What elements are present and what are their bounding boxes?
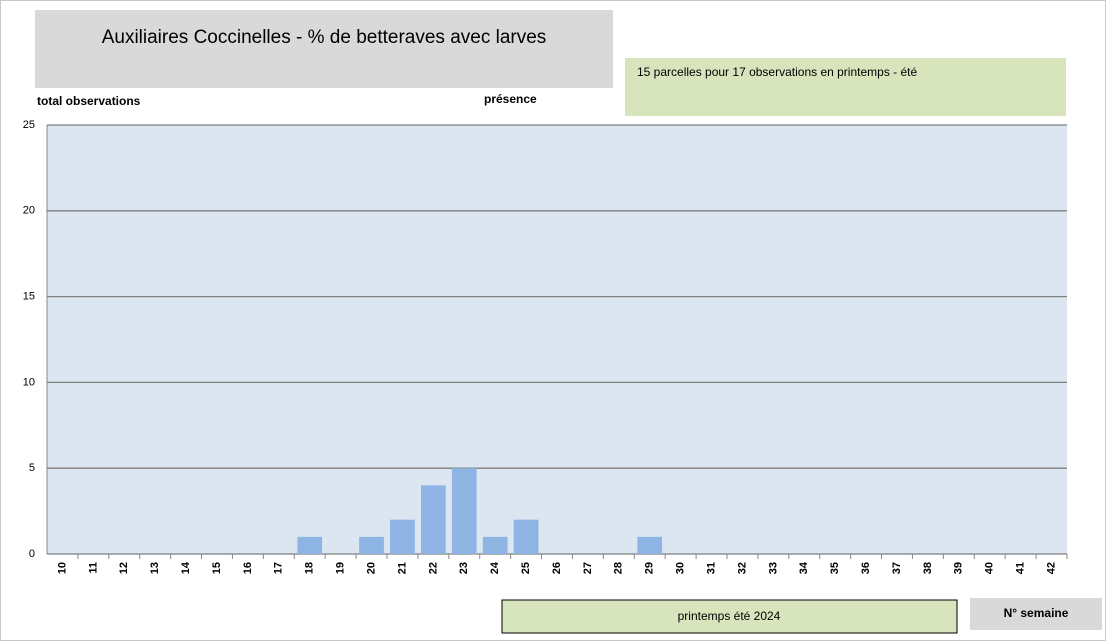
series-label: présence (484, 92, 537, 106)
x-tick-label: 42 (1045, 562, 1057, 574)
y-axis-label: total observations (37, 94, 141, 108)
x-tick-label: 10 (56, 562, 68, 574)
x-tick-label: 15 (211, 562, 223, 574)
x-tick-label: 22 (427, 562, 439, 574)
period-label: printemps été 2024 (678, 609, 781, 623)
y-tick-label: 10 (23, 376, 35, 388)
bar (359, 536, 384, 554)
x-tick-label: 33 (767, 562, 779, 574)
plot-area (47, 125, 1067, 554)
x-tick-label: 16 (242, 562, 254, 574)
x-tick-label: 37 (891, 562, 903, 574)
x-tick-label: 13 (149, 562, 161, 574)
x-tick-label: 20 (365, 562, 377, 574)
x-tick-label: 26 (551, 562, 563, 574)
x-label-box (970, 598, 1102, 630)
x-tick-label: 19 (335, 562, 347, 574)
x-axis-label: N° semaine (1004, 606, 1069, 620)
x-tick-label: 40 (984, 562, 996, 574)
x-tick-label: 28 (613, 562, 625, 574)
x-tick-label: 31 (705, 562, 717, 574)
x-tick-label: 18 (304, 562, 316, 574)
note-box (625, 58, 1066, 116)
x-tick-label: 30 (675, 562, 687, 574)
x-tick-label: 29 (644, 562, 656, 574)
x-tick-label: 11 (87, 562, 99, 574)
title-box (35, 10, 613, 88)
x-tick-label: 35 (829, 562, 841, 574)
bar (482, 536, 508, 554)
y-tick-label: 5 (29, 462, 35, 474)
bar (390, 519, 415, 554)
bar (297, 536, 323, 554)
x-tick-label: 25 (520, 562, 532, 574)
chart-title: Auxiliaires Coccinelles - % de betterave… (102, 27, 547, 48)
bar (421, 485, 446, 554)
bar (513, 519, 539, 554)
y-tick-label: 20 (23, 205, 35, 217)
x-tick-label: 21 (396, 562, 408, 574)
x-tick-label: 17 (273, 562, 285, 574)
x-tick-label: 14 (180, 561, 192, 574)
x-tick-label: 27 (582, 562, 594, 574)
bar (637, 536, 663, 554)
x-tick-label: 12 (118, 562, 130, 574)
bar (451, 468, 477, 554)
x-tick-label: 36 (860, 562, 872, 574)
note: 15 parcelles pour 17 observations en pri… (637, 65, 917, 79)
x-tick-label: 23 (458, 562, 470, 574)
y-tick-label: 0 (29, 548, 35, 560)
x-tick-label: 38 (922, 562, 934, 574)
x-tick-label: 32 (736, 562, 748, 574)
period-box (501, 599, 958, 634)
y-tick-label: 25 (23, 119, 35, 131)
x-tick-label: 34 (798, 561, 810, 574)
x-tick-label: 39 (953, 562, 965, 574)
x-tick-label: 24 (489, 561, 501, 574)
y-tick-label: 15 (23, 291, 35, 303)
x-tick-label: 41 (1015, 562, 1027, 574)
